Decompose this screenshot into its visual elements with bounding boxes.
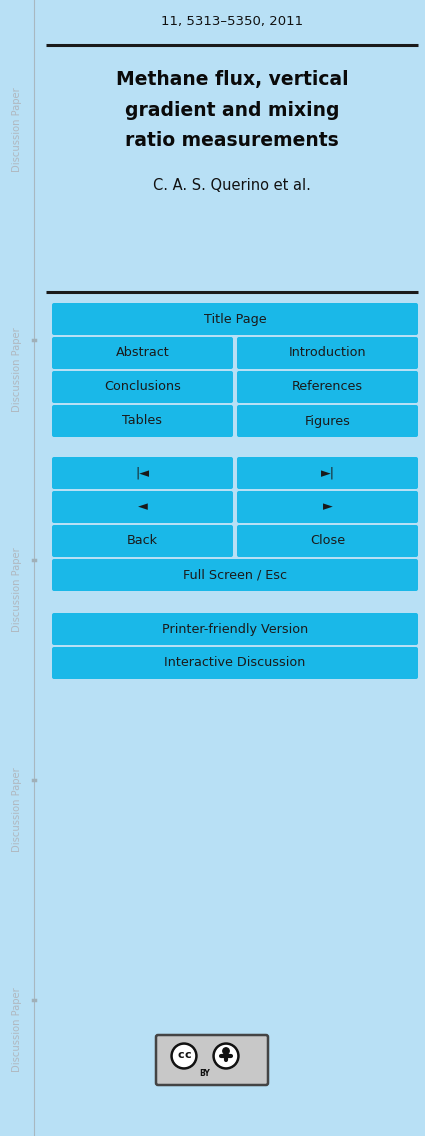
- Text: Abstract: Abstract: [116, 346, 170, 359]
- FancyBboxPatch shape: [52, 303, 418, 335]
- Text: Interactive Discussion: Interactive Discussion: [164, 657, 306, 669]
- Text: Tables: Tables: [122, 415, 162, 427]
- Text: Discussion Paper: Discussion Paper: [12, 87, 22, 173]
- Circle shape: [215, 1045, 236, 1067]
- Text: Back: Back: [127, 535, 158, 548]
- FancyBboxPatch shape: [237, 491, 418, 523]
- FancyBboxPatch shape: [52, 648, 418, 679]
- FancyBboxPatch shape: [52, 559, 418, 591]
- FancyBboxPatch shape: [156, 1035, 268, 1085]
- Circle shape: [213, 1043, 239, 1069]
- Text: 11, 5313–5350, 2011: 11, 5313–5350, 2011: [161, 16, 303, 28]
- Text: Introduction: Introduction: [289, 346, 366, 359]
- FancyBboxPatch shape: [52, 337, 233, 369]
- Text: Printer-friendly Version: Printer-friendly Version: [162, 623, 308, 635]
- Circle shape: [171, 1043, 197, 1069]
- Text: Discussion Paper: Discussion Paper: [12, 548, 22, 633]
- Text: Discussion Paper: Discussion Paper: [12, 327, 22, 412]
- Text: Full Screen / Esc: Full Screen / Esc: [183, 568, 287, 582]
- Text: gradient and mixing: gradient and mixing: [125, 100, 339, 119]
- Text: C. A. S. Querino et al.: C. A. S. Querino et al.: [153, 177, 311, 192]
- Text: Discussion Paper: Discussion Paper: [12, 987, 22, 1072]
- Text: Close: Close: [310, 535, 345, 548]
- FancyBboxPatch shape: [237, 337, 418, 369]
- Text: ►: ►: [323, 501, 332, 513]
- Text: BY: BY: [200, 1069, 210, 1078]
- FancyBboxPatch shape: [52, 613, 418, 645]
- Text: ◄: ◄: [138, 501, 147, 513]
- Circle shape: [173, 1045, 195, 1067]
- Text: Methane flux, vertical: Methane flux, vertical: [116, 70, 348, 90]
- FancyBboxPatch shape: [52, 371, 233, 403]
- FancyBboxPatch shape: [237, 406, 418, 437]
- Text: Title Page: Title Page: [204, 312, 266, 326]
- FancyBboxPatch shape: [52, 491, 233, 523]
- Text: ratio measurements: ratio measurements: [125, 131, 339, 150]
- Text: References: References: [292, 381, 363, 393]
- Circle shape: [223, 1047, 229, 1054]
- Text: Conclusions: Conclusions: [104, 381, 181, 393]
- FancyBboxPatch shape: [52, 525, 233, 557]
- Text: c: c: [185, 1051, 191, 1061]
- FancyBboxPatch shape: [52, 457, 233, 488]
- FancyBboxPatch shape: [237, 457, 418, 488]
- Text: ►|: ►|: [320, 467, 334, 479]
- Text: c: c: [178, 1051, 184, 1061]
- FancyBboxPatch shape: [237, 525, 418, 557]
- FancyBboxPatch shape: [237, 371, 418, 403]
- FancyBboxPatch shape: [52, 406, 233, 437]
- Text: Figures: Figures: [305, 415, 351, 427]
- Text: |◄: |◄: [136, 467, 150, 479]
- Text: Discussion Paper: Discussion Paper: [12, 768, 22, 852]
